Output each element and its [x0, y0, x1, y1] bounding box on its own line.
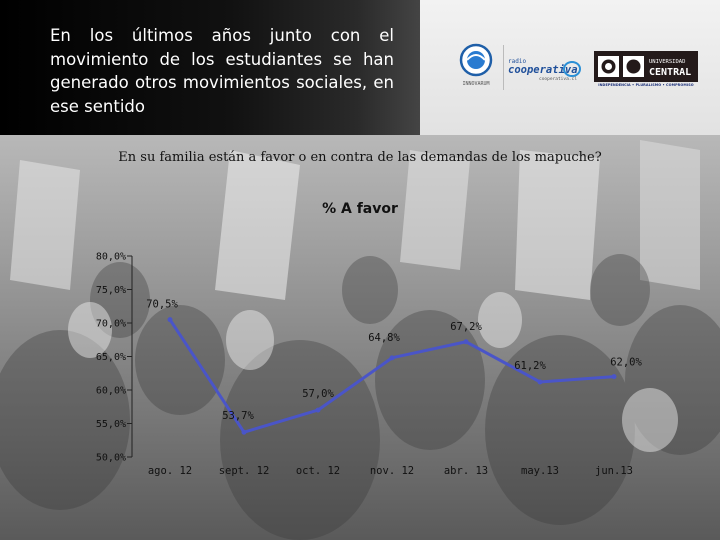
data-point	[389, 355, 395, 361]
partner-logo-caption: INNOVARUM	[462, 81, 489, 87]
divider-line	[503, 45, 504, 90]
x-tick-label: may.13	[521, 465, 559, 477]
data-label: 70,5%	[146, 299, 178, 311]
y-tick-label: 75,0%	[96, 285, 126, 296]
headline-text: En los últimos años junto con el movimie…	[50, 26, 394, 116]
partner-logo: INNOVARUM	[459, 43, 493, 87]
data-label: 53,7%	[222, 410, 254, 422]
x-tick-label: nov. 12	[370, 465, 414, 477]
university-motto: INDEPENDENCIA • PLURALISMO • COMPROMISO	[598, 83, 694, 87]
x-tick-label: oct. 12	[296, 465, 340, 477]
radio-small-label: radio	[508, 58, 526, 65]
data-label: 64,8%	[368, 332, 400, 344]
radio-domain: cooperativa.cl	[539, 76, 577, 82]
radio-cooperativa-logo: radio cooperativa cooperativa.cl	[508, 58, 581, 82]
chart-title: % A favor	[322, 201, 398, 217]
university-logo-mark: UNIVERSIDAD CENTRAL	[598, 56, 691, 78]
data-label: 57,0%	[302, 388, 334, 400]
header-banner: En los últimos años junto con el movimie…	[0, 0, 720, 135]
x-tick-label: abr. 13	[444, 465, 488, 477]
x-tick-label: ago. 12	[148, 465, 192, 477]
data-point	[537, 379, 543, 385]
y-tick-label: 70,0%	[96, 319, 126, 330]
x-tick-label: sept. 12	[219, 465, 270, 477]
y-tick-label: 60,0%	[96, 386, 126, 397]
radio-name: cooperativa	[508, 64, 578, 76]
y-tick-label: 55,0%	[96, 419, 126, 430]
university-line2: CENTRAL	[649, 67, 691, 78]
data-point	[167, 317, 173, 323]
data-label: 62,0%	[610, 357, 642, 369]
data-point	[611, 374, 617, 380]
header-dark-panel	[0, 0, 420, 135]
university-line1: UNIVERSIDAD	[649, 59, 685, 65]
data-label: 61,2%	[514, 360, 546, 372]
data-label: 67,2%	[450, 321, 482, 333]
university-logo: UNIVERSIDAD CENTRAL	[594, 51, 698, 82]
y-tick-label: 50,0%	[96, 453, 126, 464]
y-tick-label: 80,0%	[96, 252, 126, 263]
y-tick-label: 65,0%	[96, 352, 126, 363]
data-point	[315, 407, 321, 413]
x-tick-label: jun.13	[595, 465, 633, 477]
data-point	[241, 429, 247, 435]
data-point	[463, 339, 469, 345]
survey-question: En su familia están a favor o en contra …	[118, 150, 602, 165]
